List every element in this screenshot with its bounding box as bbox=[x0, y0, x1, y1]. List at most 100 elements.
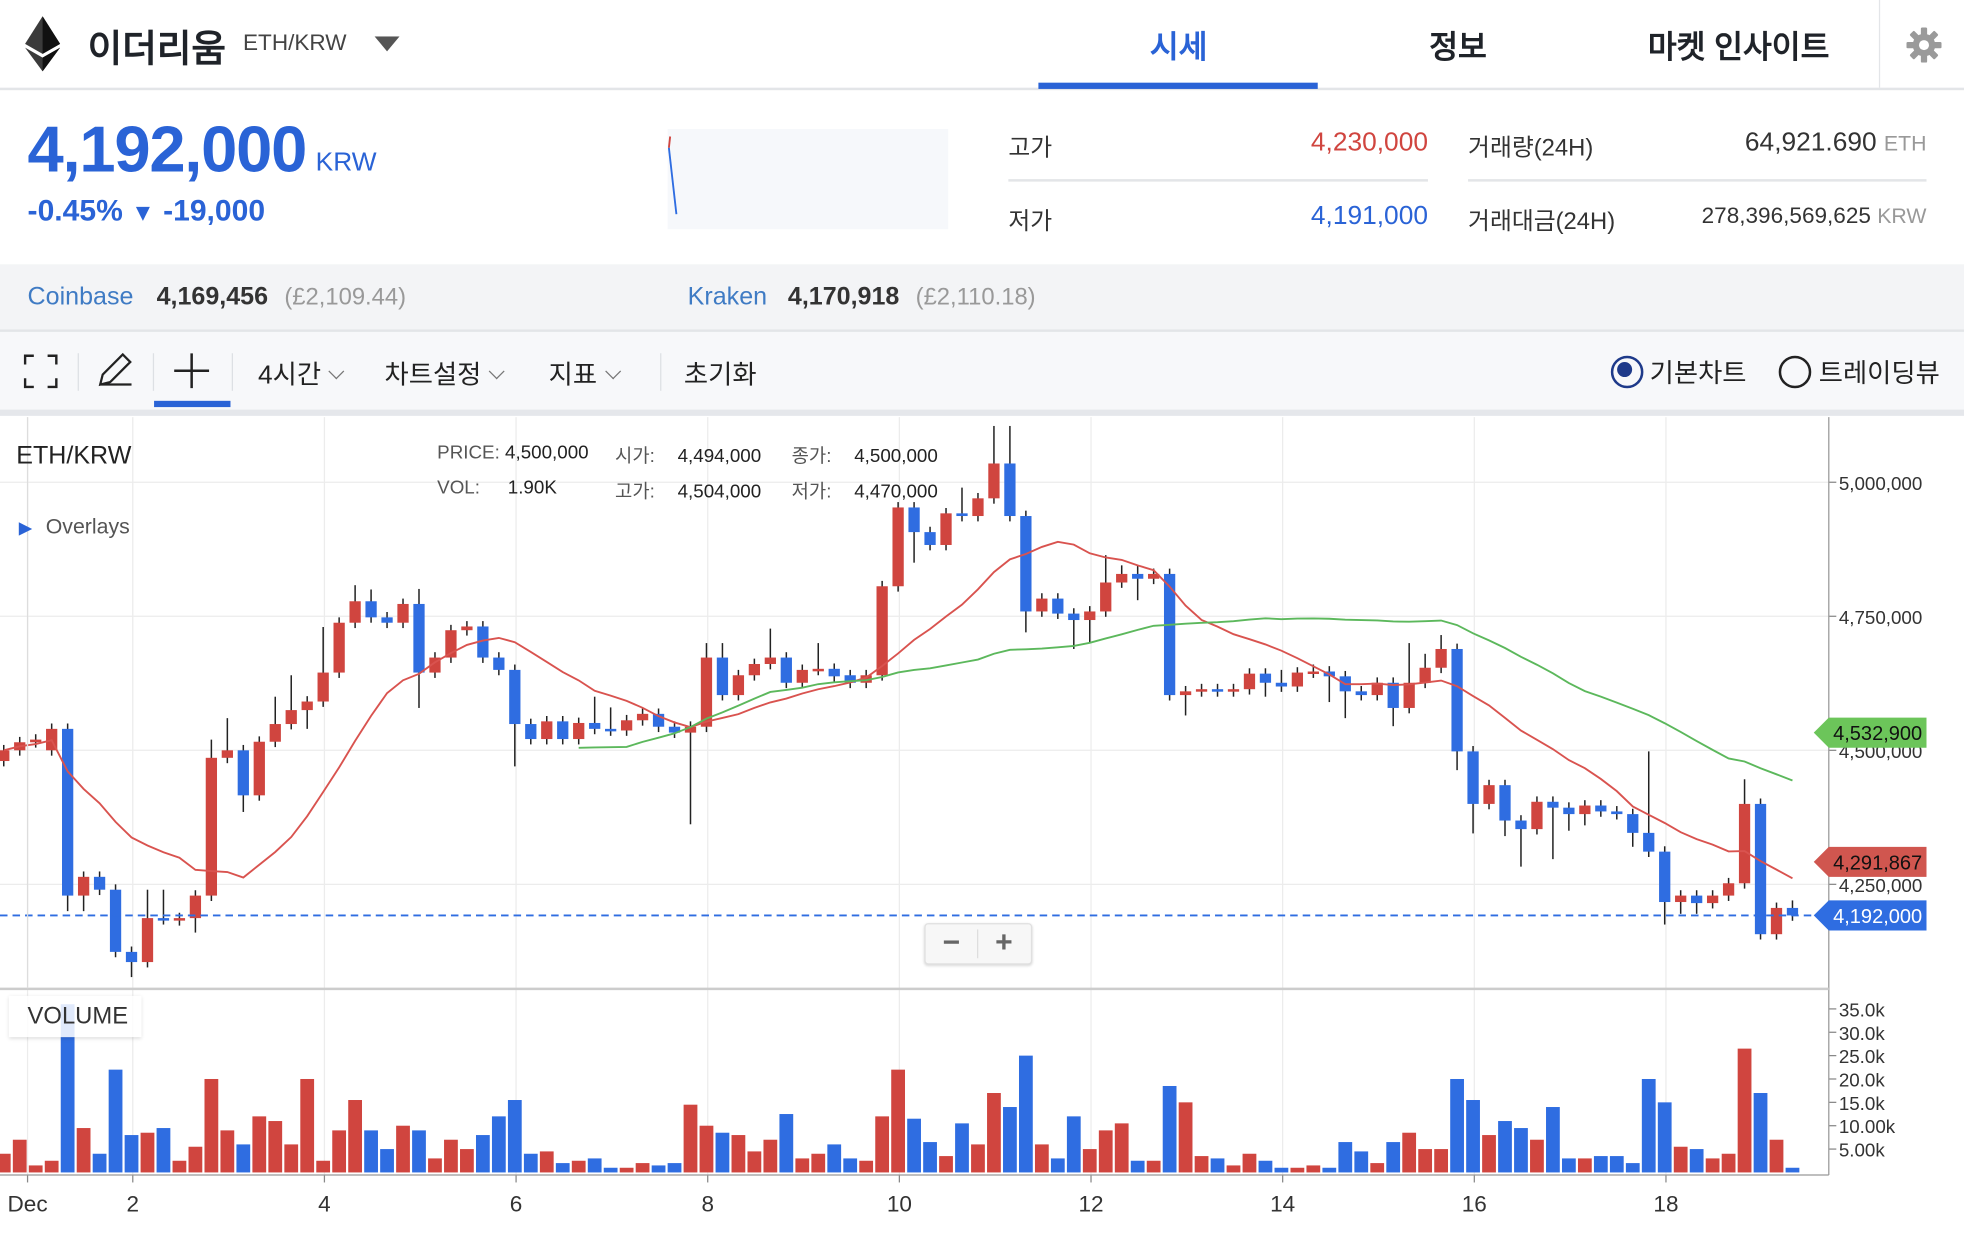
volume-bar bbox=[268, 1121, 283, 1173]
ohlc-legend: PRICE: 4,500,000 bbox=[437, 442, 588, 463]
volume-amount: 64,921.690 bbox=[1744, 127, 1877, 157]
caret-down-icon[interactable] bbox=[374, 36, 400, 52]
candle-up bbox=[1579, 805, 1591, 815]
indicators-dropdown[interactable]: 지표 bbox=[549, 354, 621, 392]
reset-button[interactable]: 초기화 bbox=[683, 360, 757, 390]
volume-bar bbox=[1721, 1153, 1736, 1173]
volume-bar bbox=[699, 1125, 714, 1173]
gear-icon[interactable] bbox=[1906, 27, 1942, 63]
volume-bar bbox=[12, 1139, 27, 1173]
overlays-toggle[interactable]: ▶ Overlays bbox=[19, 515, 130, 540]
candle-up bbox=[445, 630, 457, 658]
radio-basic-chart[interactable]: 기본차트 bbox=[1610, 355, 1749, 389]
chart-settings-dropdown[interactable]: 차트설정 bbox=[385, 354, 505, 392]
candle-up bbox=[1403, 682, 1415, 708]
crosshair-icon[interactable] bbox=[174, 353, 210, 389]
volume-bar bbox=[1753, 1093, 1768, 1173]
legend-open-value: 4,494,000 bbox=[677, 445, 762, 468]
candle-down bbox=[413, 603, 425, 673]
fullscreen-icon[interactable] bbox=[23, 354, 58, 389]
candle-up bbox=[461, 626, 473, 631]
candle-down bbox=[1563, 807, 1575, 815]
volume-bar bbox=[204, 1078, 219, 1173]
candle-up bbox=[1770, 907, 1783, 935]
x-tick-label: 12 bbox=[1078, 1191, 1103, 1216]
legend-open: 시가: 4,494,000 bbox=[615, 442, 761, 468]
volume-value: 64,921.690 ETH bbox=[1628, 127, 1927, 158]
legend-vol: VOL: 1.90K bbox=[437, 477, 557, 498]
ethereum-logo bbox=[25, 16, 61, 72]
volume-bar bbox=[460, 1149, 474, 1173]
candle-up bbox=[732, 675, 745, 696]
exchange-name-kraken[interactable]: Kraken bbox=[687, 283, 768, 311]
candle-down bbox=[1275, 682, 1288, 687]
radio-tradingview[interactable]: 트레이딩뷰 bbox=[1778, 355, 1954, 389]
candle-up bbox=[317, 672, 329, 702]
exchange-fx-kraken: (£2,110.18) bbox=[915, 284, 1036, 311]
exchange-strip bbox=[0, 264, 1964, 332]
legend-close: 종가: 4,500,000 bbox=[792, 442, 938, 468]
volume-bar bbox=[1577, 1158, 1592, 1173]
volume-bar bbox=[1737, 1048, 1752, 1173]
volume-bar bbox=[1657, 1102, 1672, 1173]
legend-close-label: 종가: bbox=[791, 445, 832, 468]
tab-price[interactable]: 시세 bbox=[1149, 30, 1208, 66]
high-label: 고가 bbox=[1008, 135, 1053, 162]
candle-up bbox=[1435, 648, 1447, 668]
volume-tick-label: 5.00k bbox=[1839, 1140, 1886, 1161]
volume-bar bbox=[316, 1160, 331, 1173]
zoom-out-button[interactable]: − bbox=[942, 925, 961, 960]
sparkline-up-segment bbox=[667, 136, 672, 148]
volume-bar bbox=[827, 1144, 842, 1173]
volume-bar bbox=[939, 1156, 953, 1173]
volume-bar bbox=[1194, 1156, 1209, 1173]
chart-title: ETH/KRW bbox=[16, 442, 132, 470]
candle-down bbox=[557, 721, 569, 740]
candle-down bbox=[924, 532, 936, 545]
candle-up bbox=[285, 710, 297, 725]
candle-up bbox=[748, 663, 761, 676]
candle-down bbox=[1387, 682, 1399, 708]
candle-down bbox=[605, 728, 617, 732]
legend-high-value: 4,504,000 bbox=[677, 480, 762, 503]
y-tick-label: 4,250,000 bbox=[1839, 875, 1922, 896]
legend-open-label: 시가: bbox=[615, 445, 655, 468]
chart-area[interactable] bbox=[0, 409, 1964, 1233]
volume-pane-label: VOLUME bbox=[8, 995, 142, 1038]
low-value: 4,191,000 bbox=[1310, 201, 1428, 231]
candle-up bbox=[1036, 598, 1048, 612]
candle-down bbox=[509, 669, 521, 725]
candle-up bbox=[0, 750, 10, 762]
volume-bar bbox=[475, 1135, 490, 1173]
pencil-icon[interactable] bbox=[96, 351, 134, 389]
candle-down bbox=[525, 724, 537, 740]
volume-tick-label: 20.0k bbox=[1839, 1070, 1886, 1091]
exchange-name-coinbase[interactable]: Coinbase bbox=[27, 283, 134, 311]
pair-label: ETH/KRW bbox=[243, 30, 347, 56]
volume-bar bbox=[539, 1151, 554, 1173]
price-currency: KRW bbox=[315, 147, 377, 177]
volume-bar bbox=[428, 1158, 442, 1173]
current-price: 4,192,000 bbox=[27, 113, 308, 187]
volume-bar bbox=[1386, 1142, 1401, 1173]
divider bbox=[660, 353, 662, 391]
volume-bar bbox=[44, 1160, 59, 1173]
volume-tick-label: 25.0k bbox=[1839, 1046, 1886, 1067]
legend-low: 저가: 4,470,000 bbox=[792, 477, 938, 503]
volume-bar bbox=[715, 1132, 730, 1173]
volume-bar bbox=[1450, 1078, 1464, 1173]
volume-bar bbox=[380, 1149, 394, 1173]
volume-bar bbox=[284, 1144, 299, 1173]
zoom-in-button[interactable]: + bbox=[995, 925, 1013, 960]
tab-market-insight[interactable]: 마켓 인사이트 bbox=[1647, 30, 1830, 66]
tab-info[interactable]: 정보 bbox=[1429, 30, 1487, 66]
volume-bar bbox=[252, 1116, 267, 1173]
volume-bar bbox=[1561, 1158, 1576, 1173]
exchange-price-coinbase: 4,169,456 bbox=[156, 283, 269, 311]
candle-up bbox=[892, 507, 904, 587]
volume-tick-label: 15.0k bbox=[1839, 1093, 1886, 1114]
interval-dropdown[interactable]: 4시간 bbox=[258, 354, 345, 392]
volume-bar bbox=[891, 1069, 906, 1173]
